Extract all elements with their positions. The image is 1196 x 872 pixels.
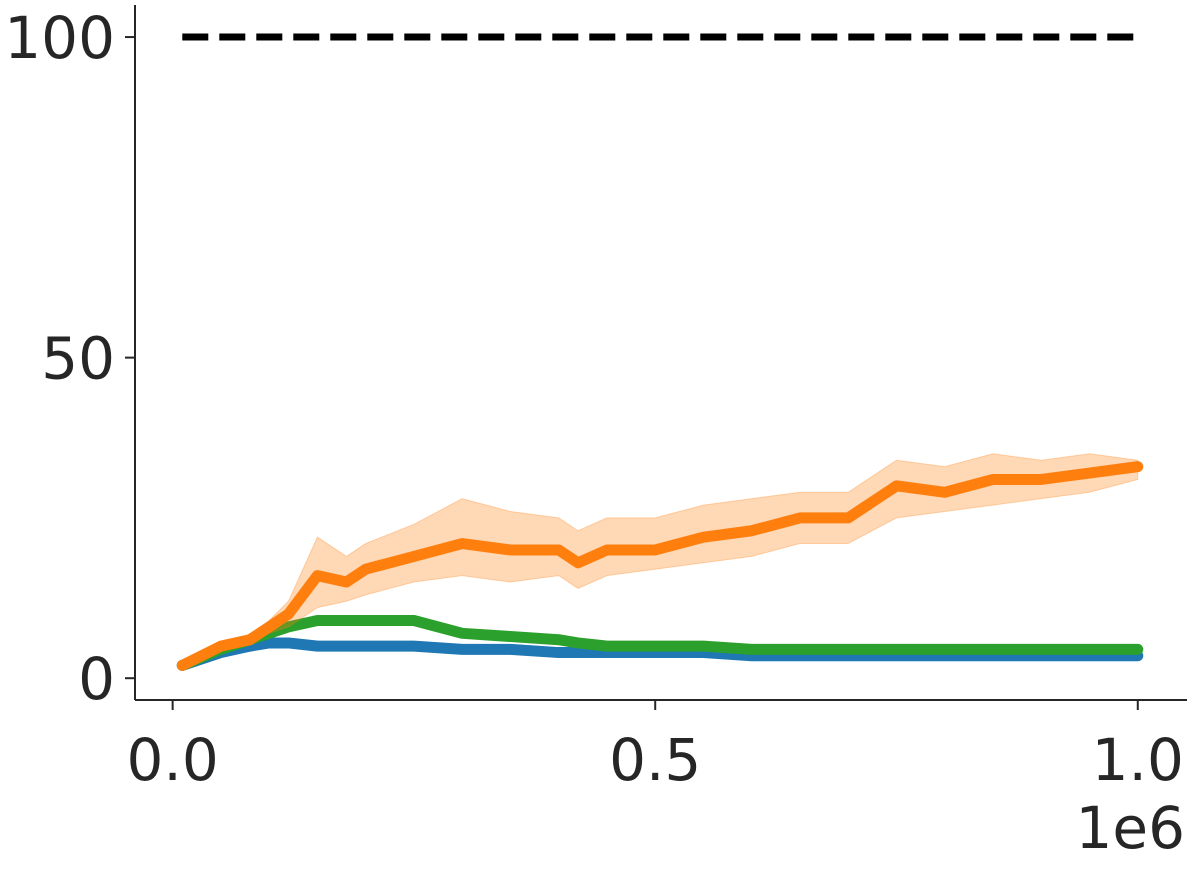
x-tick-label: 0.5	[609, 726, 701, 794]
y-tick-label: 50	[41, 325, 115, 393]
y-tick-label: 100	[4, 4, 115, 72]
x-offset-label: 1e6	[1076, 794, 1186, 862]
x-tick-label: 0.0	[127, 726, 219, 794]
x-tick-label: 1.0	[1092, 726, 1184, 794]
line	[176, 461, 1144, 671]
line	[176, 637, 1144, 671]
line	[176, 614, 1144, 671]
y-tick-label: 0	[78, 645, 115, 713]
confidence-band	[181, 453, 1139, 670]
